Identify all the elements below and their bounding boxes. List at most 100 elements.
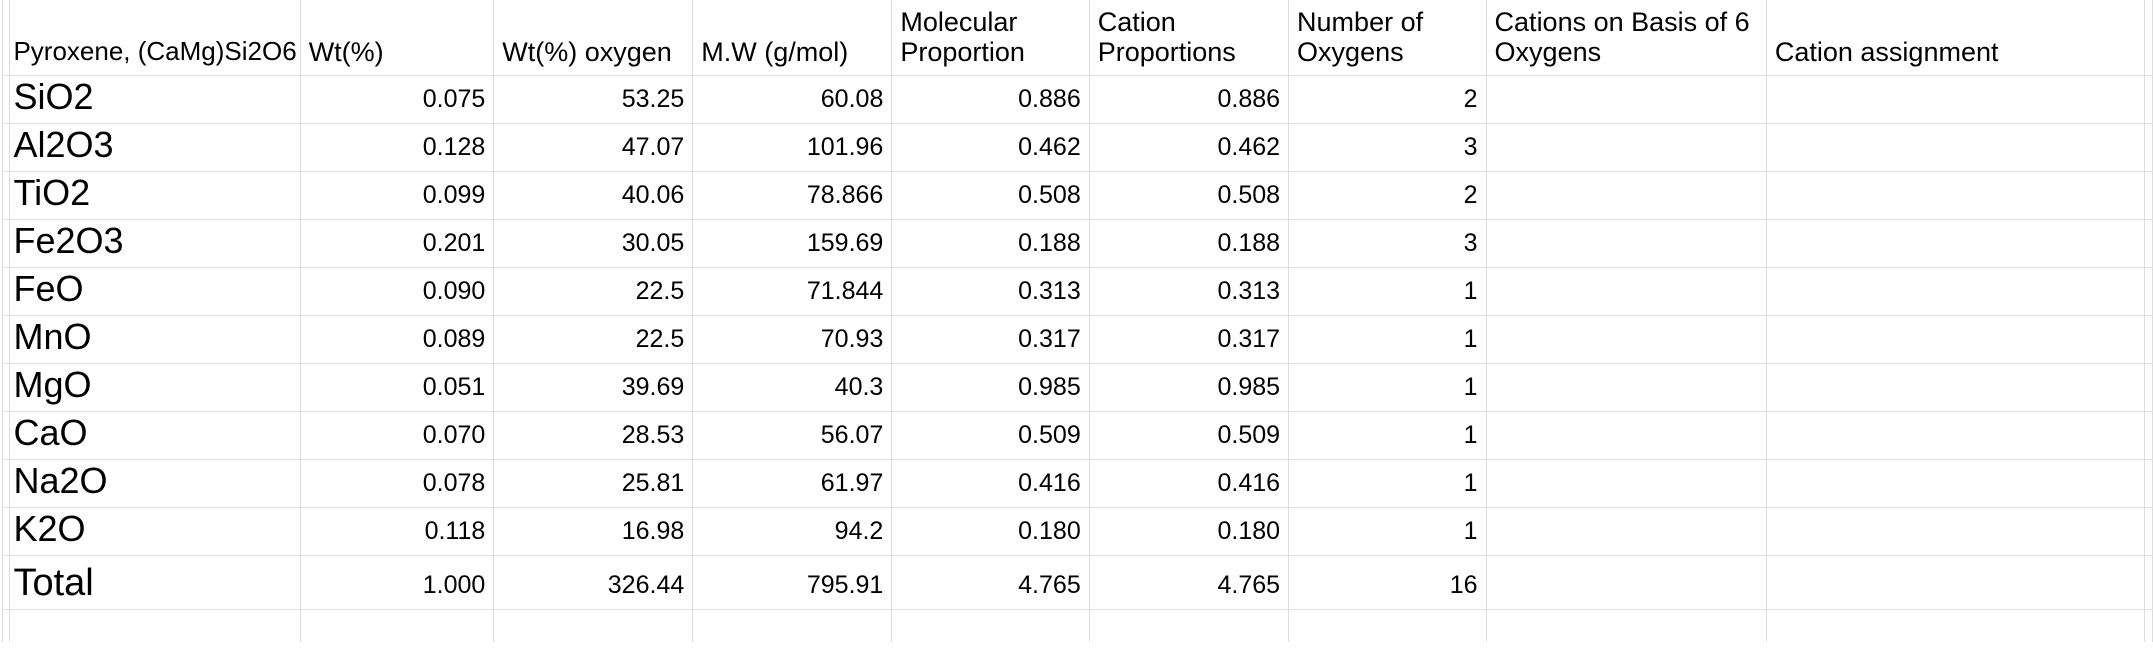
row-label-cell[interactable]: MnO [9, 314, 301, 364]
value-cell[interactable]: 16.98 [493, 506, 694, 556]
value-cell[interactable]: 0.118 [299, 506, 495, 556]
value-cell[interactable]: 71.844 [692, 266, 893, 316]
value-cell[interactable]: 0.508 [1088, 170, 1290, 220]
value-cell[interactable] [1765, 74, 2145, 124]
column-header-cell[interactable]: Molecular Proportion [891, 0, 1090, 76]
value-cell[interactable]: 60.08 [692, 74, 893, 124]
value-cell[interactable]: 795.91 [692, 554, 893, 610]
value-cell[interactable]: 0.078 [299, 458, 495, 508]
value-cell[interactable]: 0.188 [1088, 218, 1290, 268]
value-cell[interactable]: 94.2 [692, 506, 893, 556]
value-cell[interactable]: 0.090 [299, 266, 495, 316]
value-cell[interactable] [1485, 170, 1767, 220]
value-cell[interactable] [1765, 458, 2145, 508]
value-cell[interactable]: 0.070 [299, 410, 495, 460]
column-header-cell[interactable]: Wt(%) [299, 0, 495, 76]
empty-cell[interactable] [692, 608, 893, 642]
value-cell[interactable]: 0.089 [299, 314, 495, 364]
value-cell[interactable]: 1 [1288, 314, 1487, 364]
empty-cell[interactable] [1288, 608, 1487, 642]
row-label-cell[interactable]: Total [9, 554, 301, 610]
value-cell[interactable]: 39.69 [493, 362, 694, 412]
value-cell[interactable]: 0.180 [1088, 506, 1290, 556]
row-label-cell[interactable]: TiO2 [9, 170, 301, 220]
value-cell[interactable] [1485, 218, 1767, 268]
value-cell[interactable] [1765, 122, 2145, 172]
value-cell[interactable]: 25.81 [493, 458, 694, 508]
value-cell[interactable] [1485, 266, 1767, 316]
value-cell[interactable]: 78.866 [692, 170, 893, 220]
value-cell[interactable]: 0.313 [1088, 266, 1290, 316]
row-label-cell[interactable]: K2O [9, 506, 301, 556]
value-cell[interactable]: 0.462 [1088, 122, 1290, 172]
column-header-cell[interactable]: Cations on Basis of 6 Oxygens [1485, 0, 1767, 76]
value-cell[interactable]: 1 [1288, 266, 1487, 316]
value-cell[interactable]: 1 [1288, 506, 1487, 556]
value-cell[interactable]: 0.188 [891, 218, 1090, 268]
value-cell[interactable]: 3 [1288, 218, 1487, 268]
row-label-cell[interactable]: Na2O [9, 458, 301, 508]
value-cell[interactable] [1485, 314, 1767, 364]
value-cell[interactable] [1485, 458, 1767, 508]
value-cell[interactable]: 70.93 [692, 314, 893, 364]
value-cell[interactable]: 0.509 [891, 410, 1090, 460]
value-cell[interactable]: 0.201 [299, 218, 495, 268]
empty-cell[interactable] [891, 608, 1090, 642]
column-header-cell[interactable]: M.W (g/mol) [692, 0, 893, 76]
value-cell[interactable]: 0.508 [891, 170, 1090, 220]
value-cell[interactable] [1765, 554, 2145, 610]
value-cell[interactable]: 0.099 [299, 170, 495, 220]
value-cell[interactable] [1485, 506, 1767, 556]
value-cell[interactable]: 0.317 [1088, 314, 1290, 364]
row-label-cell[interactable]: CaO [9, 410, 301, 460]
value-cell[interactable]: 0.128 [299, 122, 495, 172]
value-cell[interactable]: 1.000 [299, 554, 495, 610]
value-cell[interactable]: 0.051 [299, 362, 495, 412]
corner-header-cell[interactable]: Pyroxene, (CaMg)Si2O6 [9, 0, 301, 76]
value-cell[interactable]: 16 [1288, 554, 1487, 610]
column-header-cell[interactable]: Cation Proportions [1088, 0, 1290, 76]
value-cell[interactable]: 2 [1288, 74, 1487, 124]
value-cell[interactable]: 101.96 [692, 122, 893, 172]
value-cell[interactable]: 4.765 [891, 554, 1090, 610]
empty-cell[interactable] [493, 608, 694, 642]
value-cell[interactable]: 1 [1288, 410, 1487, 460]
column-header-cell[interactable]: Cation assignment [1765, 0, 2145, 76]
value-cell[interactable]: 0.416 [1088, 458, 1290, 508]
value-cell[interactable] [1765, 170, 2145, 220]
row-label-cell[interactable]: Fe2O3 [9, 218, 301, 268]
value-cell[interactable]: 40.06 [493, 170, 694, 220]
value-cell[interactable]: 0.075 [299, 74, 495, 124]
value-cell[interactable]: 0.509 [1088, 410, 1290, 460]
value-cell[interactable] [1765, 506, 2145, 556]
value-cell[interactable]: 2 [1288, 170, 1487, 220]
value-cell[interactable] [1765, 314, 2145, 364]
value-cell[interactable]: 56.07 [692, 410, 893, 460]
empty-cell[interactable] [1088, 608, 1290, 642]
value-cell[interactable]: 0.180 [891, 506, 1090, 556]
value-cell[interactable]: 28.53 [493, 410, 694, 460]
value-cell[interactable]: 0.317 [891, 314, 1090, 364]
value-cell[interactable]: 0.985 [891, 362, 1090, 412]
value-cell[interactable]: 40.3 [692, 362, 893, 412]
value-cell[interactable]: 0.462 [891, 122, 1090, 172]
value-cell[interactable]: 3 [1288, 122, 1487, 172]
value-cell[interactable] [1485, 122, 1767, 172]
empty-cell[interactable] [299, 608, 495, 642]
value-cell[interactable] [1765, 362, 2145, 412]
value-cell[interactable]: 0.886 [891, 74, 1090, 124]
value-cell[interactable]: 61.97 [692, 458, 893, 508]
value-cell[interactable]: 326.44 [493, 554, 694, 610]
value-cell[interactable]: 0.313 [891, 266, 1090, 316]
value-cell[interactable] [1765, 266, 2145, 316]
value-cell[interactable]: 1 [1288, 458, 1487, 508]
value-cell[interactable]: 22.5 [493, 314, 694, 364]
empty-cell[interactable] [1765, 608, 2145, 642]
row-label-cell[interactable]: SiO2 [9, 74, 301, 124]
value-cell[interactable]: 0.886 [1088, 74, 1290, 124]
value-cell[interactable]: 30.05 [493, 218, 694, 268]
empty-cell[interactable] [1485, 608, 1767, 642]
value-cell[interactable]: 0.416 [891, 458, 1090, 508]
column-header-cell[interactable]: Number of Oxygens [1288, 0, 1487, 76]
value-cell[interactable] [1485, 74, 1767, 124]
